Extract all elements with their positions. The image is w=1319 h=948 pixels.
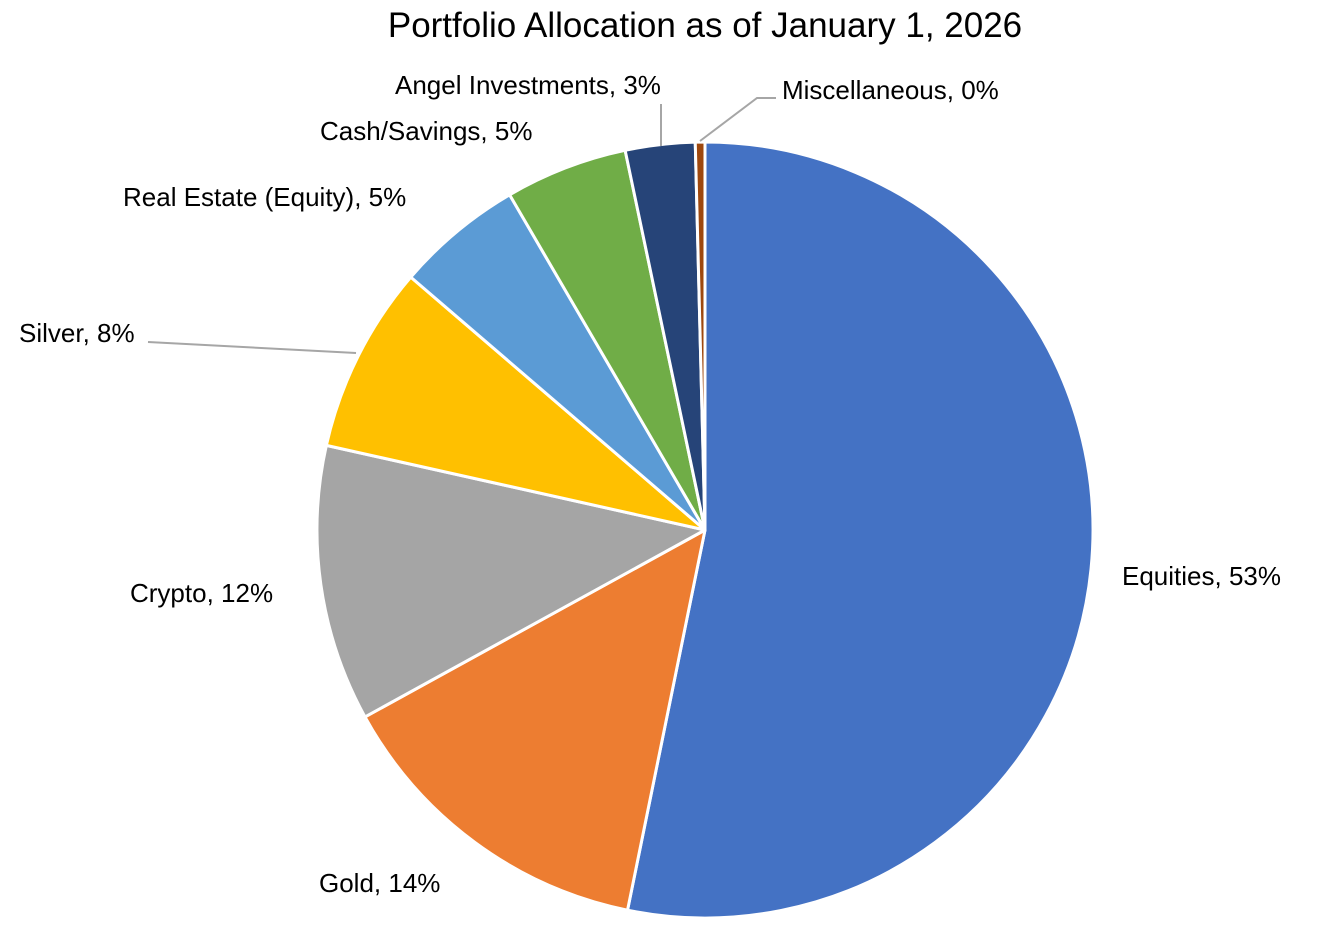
data-label-real-estate: Real Estate (Equity), 5%	[123, 182, 407, 212]
data-label-crypto: Crypto, 12%	[130, 578, 274, 608]
leader-lines	[147, 97, 776, 354]
leader-line-misc	[699, 97, 776, 142]
pie-slice-crypto	[315, 443, 707, 719]
chart-title: Portfolio Allocation as of January 1, 20…	[387, 6, 1023, 45]
leader-line-silver	[147, 341, 357, 354]
data-label-angel-investments: Angel Investments, 3%	[395, 70, 661, 100]
pie-slice-silver	[324, 275, 707, 532]
data-label-gold: Gold, 14%	[319, 868, 441, 898]
pie-slices	[315, 140, 1095, 920]
data-label-cash-savings: Cash/Savings, 5%	[320, 116, 533, 146]
data-label-equities: Equities, 53%	[1122, 561, 1281, 591]
pie-slice-miscellaneous	[693, 140, 707, 532]
data-label-silver: Silver, 8%	[19, 318, 135, 348]
pie-slice-equities	[626, 140, 1095, 920]
pie-slice-gold	[363, 528, 707, 912]
data-label-miscellaneous: Miscellaneous, 0%	[782, 75, 999, 105]
